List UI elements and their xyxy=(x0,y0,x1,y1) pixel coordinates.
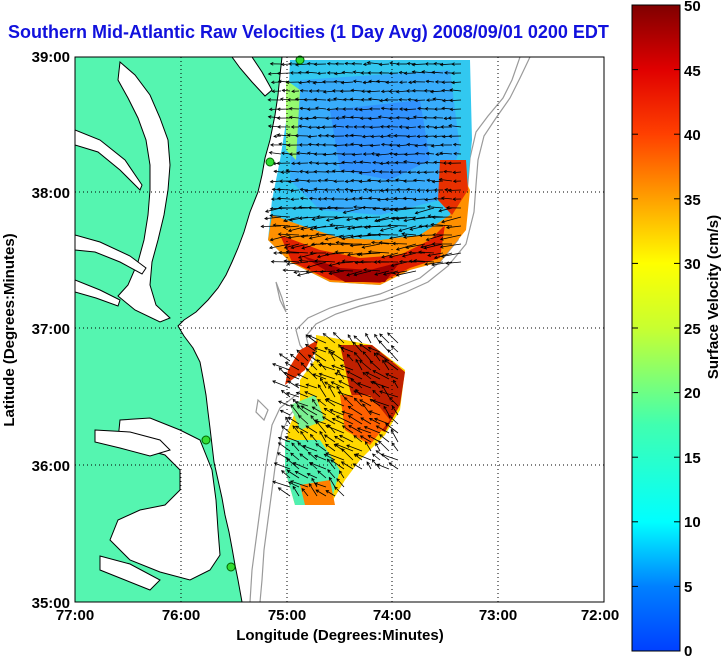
colorbar-ticks xyxy=(632,4,680,652)
colorbar-tick: 5 xyxy=(684,579,692,596)
x-tick: 76:00 xyxy=(162,607,200,624)
colorbar-tick: 45 xyxy=(684,63,701,80)
colorbar-tick: 0 xyxy=(684,643,692,659)
colorbar-tick-labels: 0 5 10 15 20 25 30 35 40 45 50 xyxy=(684,0,701,659)
hf-radar-station-marker xyxy=(265,157,275,167)
colorbar-tick: 30 xyxy=(684,256,701,273)
colorbar-tick: 25 xyxy=(684,321,701,338)
y-tick: 35:00 xyxy=(32,595,70,612)
colorbar-tick: 40 xyxy=(684,127,701,144)
colorbar xyxy=(631,4,681,652)
map-title: Southern Mid-Atlantic Raw Velocities (1 … xyxy=(8,22,609,42)
y-tick-labels: 39:00 38:00 37:00 36:00 35:00 xyxy=(32,49,70,612)
colorbar-tick: 20 xyxy=(684,385,701,402)
velocity-vectors xyxy=(260,61,462,497)
plot-frame xyxy=(74,56,605,603)
y-tick: 38:00 xyxy=(32,185,70,202)
x-tick: 75:00 xyxy=(268,607,306,624)
x-tick: 73:00 xyxy=(479,607,517,624)
pamlico-sound xyxy=(109,417,221,581)
colorbar-tick: 10 xyxy=(684,514,701,531)
colorbar-tick: 15 xyxy=(684,450,701,467)
colorbar-label: Surface Velocity (cm/s) xyxy=(705,215,722,379)
bathymetry-contours xyxy=(249,57,531,602)
chesapeake-bay xyxy=(117,60,171,323)
hf-radar-station-marker xyxy=(201,435,211,445)
hf-radar-station-marker xyxy=(226,562,236,572)
x-tick: 72:00 xyxy=(581,607,619,624)
y-tick: 37:00 xyxy=(32,321,70,338)
y-tick: 36:00 xyxy=(32,458,70,475)
colorbar-tick: 50 xyxy=(684,0,701,15)
radar-stations xyxy=(201,55,305,572)
x-tick: 74:00 xyxy=(373,607,411,624)
x-tick-labels: 77:00 76:00 75:00 74:00 73:00 72:00 xyxy=(56,607,619,624)
x-tick: 77:00 xyxy=(56,607,94,624)
land-mass xyxy=(75,57,283,602)
y-tick: 39:00 xyxy=(32,49,70,66)
colorbar-tick: 35 xyxy=(684,192,701,209)
velocity-field-north xyxy=(268,60,472,285)
hf-radar-station-marker xyxy=(295,55,305,65)
y-axis-label: Latitude (Degrees:Minutes) xyxy=(1,233,18,426)
map-grid xyxy=(75,57,604,602)
x-axis-label: Longitude (Degrees:Minutes) xyxy=(236,627,444,644)
